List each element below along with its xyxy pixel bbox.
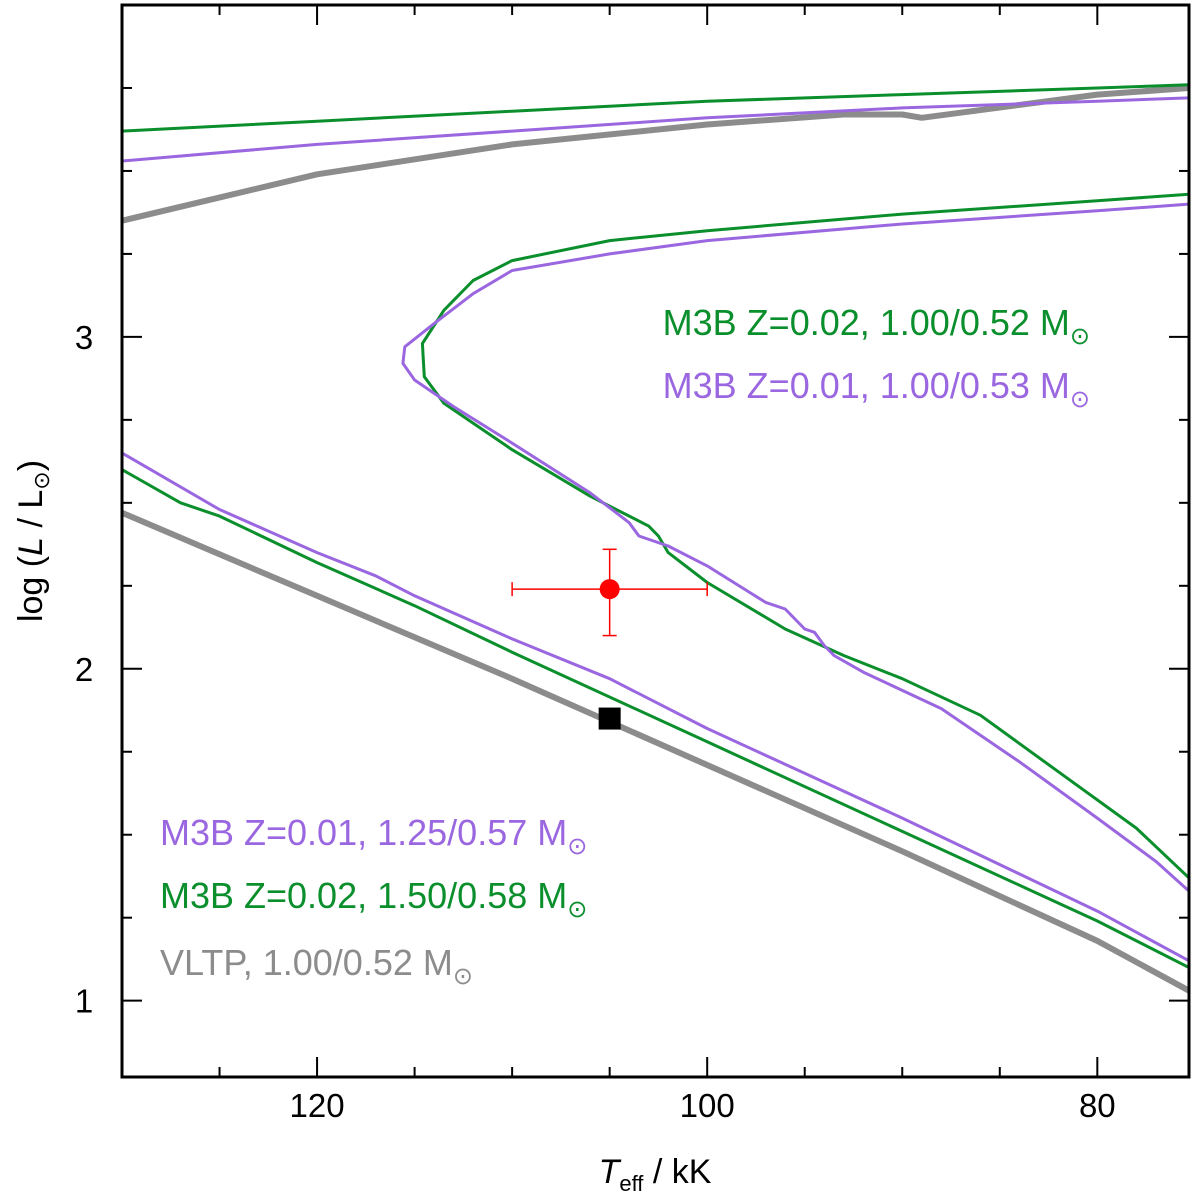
axis-ticks [122, 5, 1189, 1077]
solar-symbol: ⊙ [567, 833, 587, 860]
plot-frame [120, 3, 1191, 1079]
series-line-m3b-z-0-01-1-25-0-57 [122, 451, 1189, 963]
legend: M3B Z=0.02, 1.00/0.52 M⊙M3B Z=0.01, 1.00… [160, 302, 1090, 990]
tick-labels: 120 100 80 1 2 3 [75, 319, 1116, 1124]
x-axis-unit: / kK [643, 1153, 711, 1191]
solar-symbol: ⊙ [567, 896, 587, 923]
series-line-m3b-z-0-02-1-00-0-52 [122, 83, 1189, 880]
y-axis-symbol: L [12, 537, 50, 556]
legend-entry-text: M3B Z=0.02, 1.00/0.52 M [663, 302, 1070, 343]
y-tick-label: 3 [75, 319, 93, 356]
legend-entry-top-1: M3B Z=0.02, 1.00/0.52 M⊙ [663, 302, 1090, 350]
solar-symbol: ⊙ [453, 963, 473, 990]
legend-entry-bottom-3: VLTP, 1.00/0.52 M⊙ [160, 942, 473, 990]
x-axis-title: Teff / kK [599, 1153, 712, 1196]
series-line-m3b-z-0-02-1-50-0-58 [122, 468, 1189, 969]
observation-point [599, 579, 620, 600]
y-axis-solar-symbol: ⊙ [29, 471, 54, 489]
legend-entry-top-2: M3B Z=0.01, 1.00/0.53 M⊙ [663, 365, 1090, 413]
y-axis-suffix: ) [12, 460, 50, 471]
legend-entry-bottom-1: M3B Z=0.01, 1.25/0.57 M⊙ [160, 812, 587, 860]
y-axis-prefix: log ( [12, 555, 50, 622]
legend-entry-text: M3B Z=0.01, 1.25/0.57 M [160, 812, 567, 853]
legend-entry-text: M3B Z=0.02, 1.50/0.58 M [160, 875, 567, 916]
series-line-m3b-z-0-01-1-00-0-53 [122, 96, 1189, 893]
series-layer [122, 83, 1189, 994]
legend-entry-text: VLTP, 1.00/0.52 M [160, 942, 453, 983]
solar-symbol: ⊙ [1070, 323, 1090, 350]
series-group [122, 83, 1189, 994]
y-axis-title: log (L / L⊙) [12, 460, 54, 622]
x-tick-label: 80 [1079, 1087, 1116, 1124]
y-axis-mid: / L [12, 490, 50, 537]
x-tick-label: 100 [680, 1087, 735, 1124]
x-axis-subscript: eff [619, 1171, 644, 1196]
markers-layer [511, 548, 708, 730]
x-axis-symbol: T [599, 1153, 622, 1191]
x-tick-label: 120 [290, 1087, 345, 1124]
y-tick-label: 2 [75, 651, 93, 688]
legend-entry-bottom-2: M3B Z=0.02, 1.50/0.58 M⊙ [160, 875, 587, 923]
legend-entry-text: M3B Z=0.01, 1.00/0.53 M [663, 365, 1070, 406]
solar-symbol: ⊙ [1070, 386, 1090, 413]
vltp-square-marker [598, 707, 621, 730]
y-tick-label: 1 [75, 983, 93, 1020]
